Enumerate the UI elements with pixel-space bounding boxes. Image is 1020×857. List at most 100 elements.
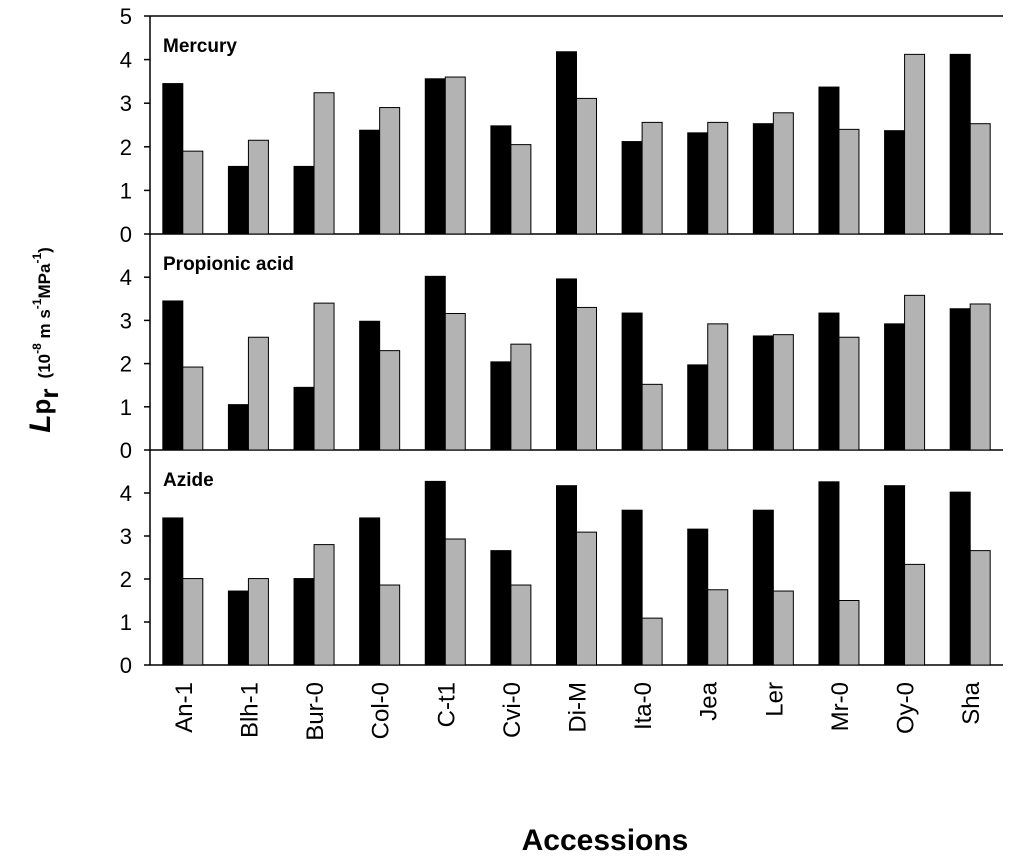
x-category-label: Sha	[958, 681, 985, 724]
y-label-unit-7: )	[35, 247, 54, 253]
x-category-label: Bur-0	[302, 682, 329, 741]
bar-panel0-series2-Ler	[772, 112, 794, 235]
bar-panel1-series1-Oy-0	[884, 323, 906, 451]
bar-panel0-series2-C-t1	[444, 76, 466, 235]
bar-panel0-series1-An-1	[162, 83, 184, 235]
bar-panel1-series1-Jea	[687, 364, 709, 451]
x-category-label: Col-0	[368, 682, 395, 739]
bar-panel1-series1-An-1	[162, 300, 184, 451]
bar-panel1-series2-Col-0	[379, 350, 401, 451]
labels-layer: 0 1 2 3 4 5 Mercury 0 1 2 3 4 Propionic acid 0 1 2 3 4 Azi…	[120, 4, 985, 741]
bar-panel0-series1-Blh-1	[227, 165, 249, 235]
y-label-unit-3: m s	[35, 309, 54, 343]
bar-panel1-series1-Bur-0	[293, 386, 315, 451]
panel-0-ytick-label: 4	[120, 48, 132, 73]
bar-panel1-series2-Ita-0	[641, 383, 663, 451]
bar-panel1-series2-Mr-0	[838, 336, 860, 451]
x-category-label: Blh-1	[236, 682, 263, 738]
bar-panel0-series1-Cvi-0	[490, 125, 512, 235]
bar-panel0-series2-Col-0	[379, 107, 401, 235]
bar-panel2-series1-Jea	[687, 528, 709, 666]
bar-panel1-series1-Sha	[949, 308, 971, 451]
x-category-label: Oy-0	[893, 682, 920, 734]
bar-panel0-series2-An-1	[182, 150, 204, 235]
bar-panel2-series1-Di-M	[556, 485, 577, 666]
y-label-unit-1: (10	[35, 354, 54, 379]
bar-panel0-series2-Bur-0	[313, 92, 335, 235]
bar-panel2-series1-Ler	[752, 509, 774, 666]
bar-panel2-series1-Sha	[949, 491, 971, 666]
bar-panel0-series1-C-t1	[424, 78, 446, 235]
bar-panel1-series2-Blh-1	[247, 336, 269, 451]
bar-panel2-series1-Ita-0	[621, 509, 643, 666]
bar-panel2-series1-Bur-0	[293, 578, 315, 666]
x-category-label: Ita-0	[630, 682, 657, 730]
bar-panel1-series2-An-1	[182, 366, 204, 451]
x-category-label: Ler	[761, 682, 788, 717]
x-category-label: C-t1	[433, 682, 460, 727]
x-category-label: Mr-0	[827, 682, 854, 731]
bar-panel2-series2-Sha	[969, 550, 991, 666]
y-label-unit-5: MPa	[35, 263, 54, 299]
bar-panel2-series2-Di-M	[576, 531, 597, 666]
bar-panel2-series1-Oy-0	[884, 485, 906, 666]
x-category-label: An-1	[171, 682, 198, 733]
bar-panel0-series1-Bur-0	[293, 165, 315, 235]
bar-panel1-series2-Di-M	[576, 306, 597, 451]
bar-panel0-series1-Sha	[949, 53, 971, 235]
panel-1-ytick-label: 3	[120, 308, 132, 333]
bar-panel0-series2-Oy-0	[904, 53, 926, 235]
bar-panel1-series1-Col-0	[359, 320, 381, 451]
panel-0-ytick-label: 3	[120, 91, 132, 116]
bar-panel2-series1-An-1	[162, 517, 184, 666]
bar-panel0-series1-Ler	[752, 123, 774, 235]
bar-panel2-series2-Cvi-0	[510, 584, 532, 666]
bar-panel0-series1-Oy-0	[884, 130, 906, 235]
bar-panel0-series2-Blh-1	[247, 139, 269, 235]
bar-panel1-series2-Bur-0	[313, 302, 335, 451]
panel-1-ytick-label: 4	[120, 265, 132, 290]
bar-panel1-series2-Ler	[772, 334, 794, 451]
bar-panel0-series1-Di-M	[556, 51, 577, 235]
y-label-main: L	[24, 414, 57, 432]
panel-2-ytick-label: 4	[120, 481, 132, 506]
bar-panel1-series1-Cvi-0	[490, 361, 512, 451]
panel-0-ytick-label: 2	[120, 135, 132, 160]
bar-panel2-series2-An-1	[182, 578, 204, 666]
bar-panel1-series1-Mr-0	[818, 312, 840, 451]
panel-2-title: Azide	[163, 470, 214, 491]
panel-2-ytick-label: 3	[120, 524, 132, 549]
bar-panel0-series2-Mr-0	[838, 128, 860, 235]
bar-panel2-series2-C-t1	[444, 538, 466, 666]
y-label-sub: p	[26, 399, 56, 415]
panel-1-ytick-label: 0	[120, 438, 132, 463]
bar-panel1-series2-Sha	[969, 303, 991, 451]
bar-panel0-series1-Mr-0	[818, 86, 840, 235]
x-category-label: Jea	[696, 681, 723, 720]
svg-text:Lpr(10-8 m s-1MPa-1): Lpr(10-8 m s-1MPa-1)	[24, 247, 64, 433]
bar-panel1-series1-Blh-1	[227, 404, 249, 451]
panel-0-ytick-label: 1	[120, 178, 132, 203]
bar-panel0-series2-Jea	[707, 121, 729, 235]
bar-panel1-series2-C-t1	[444, 312, 466, 451]
panel-2-ytick-label: 1	[120, 610, 132, 635]
bar-panel0-series2-Ita-0	[641, 121, 663, 235]
bar-panel2-series2-Oy-0	[904, 563, 926, 666]
y-label-unit-4: -1	[30, 298, 44, 309]
bar-panel1-series2-Cvi-0	[510, 343, 532, 451]
bar-panel2-series1-Cvi-0	[490, 550, 512, 666]
x-category-label: Di-M	[565, 682, 592, 733]
bar-panel2-series2-Ler	[772, 590, 794, 666]
y-label-unit-2: -8	[30, 343, 44, 354]
bar-panel2-series2-Mr-0	[838, 600, 860, 666]
panel-2-ytick-label: 0	[120, 653, 132, 678]
bar-panel2-series2-Bur-0	[313, 544, 335, 666]
bar-panel0-series2-Di-M	[576, 97, 597, 235]
y-axis-label: Lpr(10-8 m s-1MPa-1)	[24, 247, 64, 433]
panel-1-ytick-label: 1	[120, 395, 132, 420]
bar-panel0-series1-Ita-0	[621, 141, 643, 235]
bar-panel0-series1-Col-0	[359, 129, 381, 235]
bar-panel2-series1-Mr-0	[818, 481, 840, 666]
bar-panel0-series1-Jea	[687, 132, 709, 235]
y-label-subsub: r	[34, 388, 64, 398]
